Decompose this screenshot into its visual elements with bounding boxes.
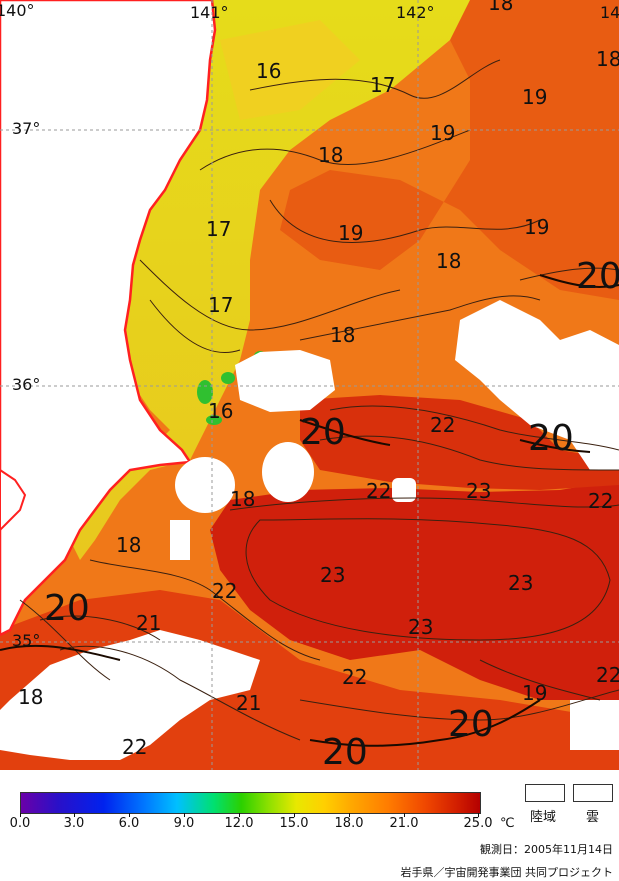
- land-swatch: [525, 784, 565, 802]
- isotherm-label: 19: [522, 681, 547, 705]
- isotherm-label: 23: [408, 615, 433, 639]
- land-honshu: [0, 0, 217, 637]
- cloud: [570, 700, 619, 750]
- colorbar-tick-label: 12.0: [224, 816, 254, 831]
- isotherm-label: 16: [208, 399, 233, 423]
- isotherm-label: 18: [436, 249, 461, 273]
- observation-date: 観測日：2005年11月14日: [480, 843, 613, 856]
- temperature-colorbar: [20, 792, 481, 814]
- isotherm-label: 17: [206, 217, 231, 241]
- isotherm-label: 18: [18, 685, 43, 709]
- colorbar-tick-label: 3.0: [63, 816, 85, 831]
- isotherm-label: 20: [322, 732, 368, 770]
- longitude-label: 14: [600, 3, 619, 22]
- isotherm-label: 22: [596, 663, 619, 687]
- colorbar-tick-label: 6.0: [118, 816, 140, 831]
- isotherm-label: 22: [430, 413, 455, 437]
- isotherm-label: 22: [342, 665, 367, 689]
- isotherm-label: 18: [318, 143, 343, 167]
- isotherm-label: 19: [524, 215, 549, 239]
- warm-band-north: [280, 0, 619, 300]
- sst-map: 140° 141° 142° 14 37° 36° 35° 16 17 18 1…: [0, 0, 619, 770]
- isotherm-label: 18: [596, 47, 619, 71]
- isotherm-label: 23: [508, 571, 533, 595]
- cool-coastal-water: [70, 0, 470, 560]
- isotherm-label: 21: [236, 691, 261, 715]
- isotherm-labels: 16 17 18 19 19 17 18 19 19 18 18 17 20 1…: [18, 0, 619, 770]
- isotherm-label: 20: [528, 418, 574, 459]
- cloud: [392, 478, 416, 502]
- cloud-label: 雲: [586, 810, 600, 825]
- isotherm-label: 17: [370, 73, 395, 97]
- legend: 0.0 3.0 6.0 9.0 12.0 15.0 18.0 21.0 25.0…: [0, 770, 619, 881]
- cloud: [170, 520, 190, 560]
- cool-patch: [220, 20, 360, 120]
- isotherm-label: 18: [488, 0, 513, 15]
- cold-spot: [206, 415, 222, 425]
- longitude-label: 141°: [190, 3, 229, 22]
- cloud: [235, 350, 335, 412]
- colorbar-tick: [294, 813, 295, 817]
- project-credit: 岩手県／宇宙開発事業団 共同プロジェクト: [400, 866, 614, 879]
- unit-label: ℃: [500, 816, 515, 831]
- cloud: [175, 457, 235, 513]
- isotherm-label: 23: [320, 563, 345, 587]
- isotherm-label: 20: [448, 704, 494, 745]
- warm-core: [210, 480, 619, 700]
- bay-outline: [0, 468, 27, 532]
- longitude-label: 142°: [396, 3, 435, 22]
- isotherm-label: 18: [116, 533, 141, 557]
- isotherm-label: 19: [338, 221, 363, 245]
- colorbar-tick: [20, 813, 21, 817]
- colorbar-tick: [74, 813, 75, 817]
- colorbar-tick: [184, 813, 185, 817]
- latitude-label: 35°: [12, 631, 40, 650]
- isotherm-label: 23: [466, 479, 491, 503]
- cloud: [0, 630, 260, 760]
- latitude-label: 36°: [12, 375, 40, 394]
- colorbar-tick-label: 9.0: [173, 816, 195, 831]
- graticule: [0, 0, 619, 770]
- colorbar-tick-label: 15.0: [279, 816, 309, 831]
- isotherm-label: 22: [212, 579, 237, 603]
- colorbar-tick-label: 25.0: [463, 816, 493, 831]
- colorbar-tick-label: 21.0: [389, 816, 419, 831]
- isotherm-label: 18: [230, 487, 255, 511]
- colorbar-tick-label: 18.0: [334, 816, 364, 831]
- latitude-label: 37°: [12, 119, 40, 138]
- isotherm-label: 20: [44, 588, 90, 629]
- isotherm-label: 20: [300, 412, 346, 453]
- longitude-label: 140°: [0, 1, 35, 20]
- isotherm-label: 20: [576, 256, 619, 297]
- cloud: [262, 442, 314, 502]
- sst-map-canvas: 140° 141° 142° 14 37° 36° 35° 16 17 18 1…: [0, 0, 619, 770]
- cloud-swatch: [573, 784, 613, 802]
- isotherm-label: 19: [522, 85, 547, 109]
- colorbar-tick: [129, 813, 130, 817]
- isotherm-lines: [19, 59, 619, 741]
- isotherm-lines-bold: [0, 274, 619, 747]
- warm-core-2: [300, 395, 619, 490]
- isotherm-label: 22: [366, 479, 391, 503]
- land-label: 陸域: [530, 810, 557, 825]
- colorbar-tick-label: 0.0: [9, 816, 31, 831]
- cloud: [455, 300, 619, 470]
- isotherm-label: 18: [330, 323, 355, 347]
- isotherm-label: 19: [430, 121, 455, 145]
- isotherm-label: 22: [122, 735, 147, 759]
- isotherm-label: 21: [136, 611, 161, 635]
- isotherm-label: 22: [588, 489, 613, 513]
- colorbar-tick: [239, 813, 240, 817]
- isotherm-label: 16: [256, 59, 281, 83]
- isotherm-label: 17: [208, 293, 233, 317]
- colorbar-tick: [478, 813, 479, 817]
- cold-spot: [221, 372, 235, 384]
- colorbar-tick: [349, 813, 350, 817]
- colorbar-tick: [404, 813, 405, 817]
